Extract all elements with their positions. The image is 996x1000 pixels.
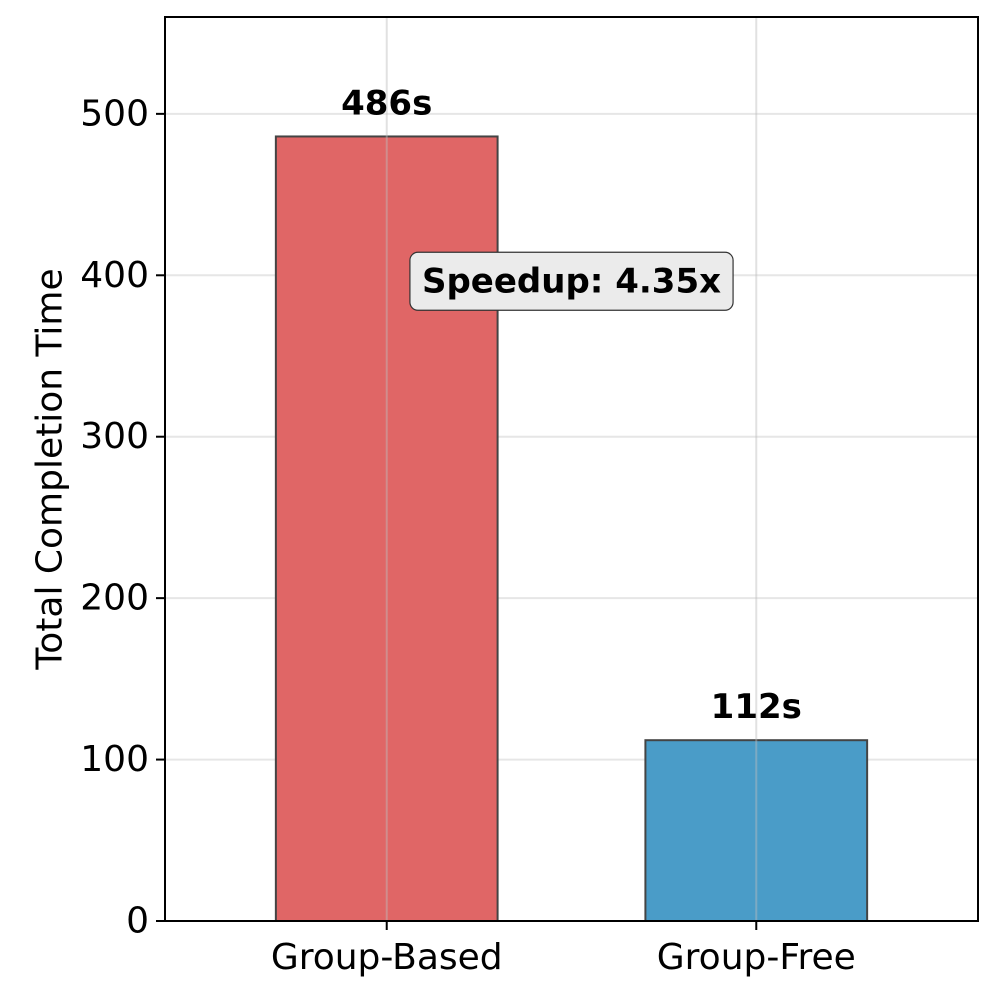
speedup-annotation-box (409, 251, 734, 311)
bar-value-label: 486s (341, 83, 432, 123)
speedup-annotation: Speedup: 4.35x (409, 251, 734, 311)
y-tick-label: 400 (80, 255, 149, 296)
y-tick-label: 0 (126, 901, 149, 942)
x-tick-label: Group-Free (657, 937, 856, 978)
y-axis-label: Total Completion Time (30, 268, 71, 670)
y-tick-label: 100 (80, 739, 149, 780)
y-tick-label: 300 (80, 416, 149, 457)
plot-frame (164, 16, 979, 922)
x-tick-label: Group-Based (271, 937, 503, 978)
bar-value-labels: 486s 112s (341, 83, 802, 727)
y-tick-label: 500 (80, 93, 149, 134)
bar-value-label: 112s (711, 687, 802, 727)
x-axis-ticks: Group-Based Group-Free (271, 921, 856, 978)
y-tick-label: 200 (80, 578, 149, 619)
y-axis-ticks: 0 100 200 300 400 500 (80, 93, 165, 942)
vertical-grid-lines (385, 17, 758, 921)
speedup-annotation-text: Speedup: 4.35x (422, 261, 721, 301)
